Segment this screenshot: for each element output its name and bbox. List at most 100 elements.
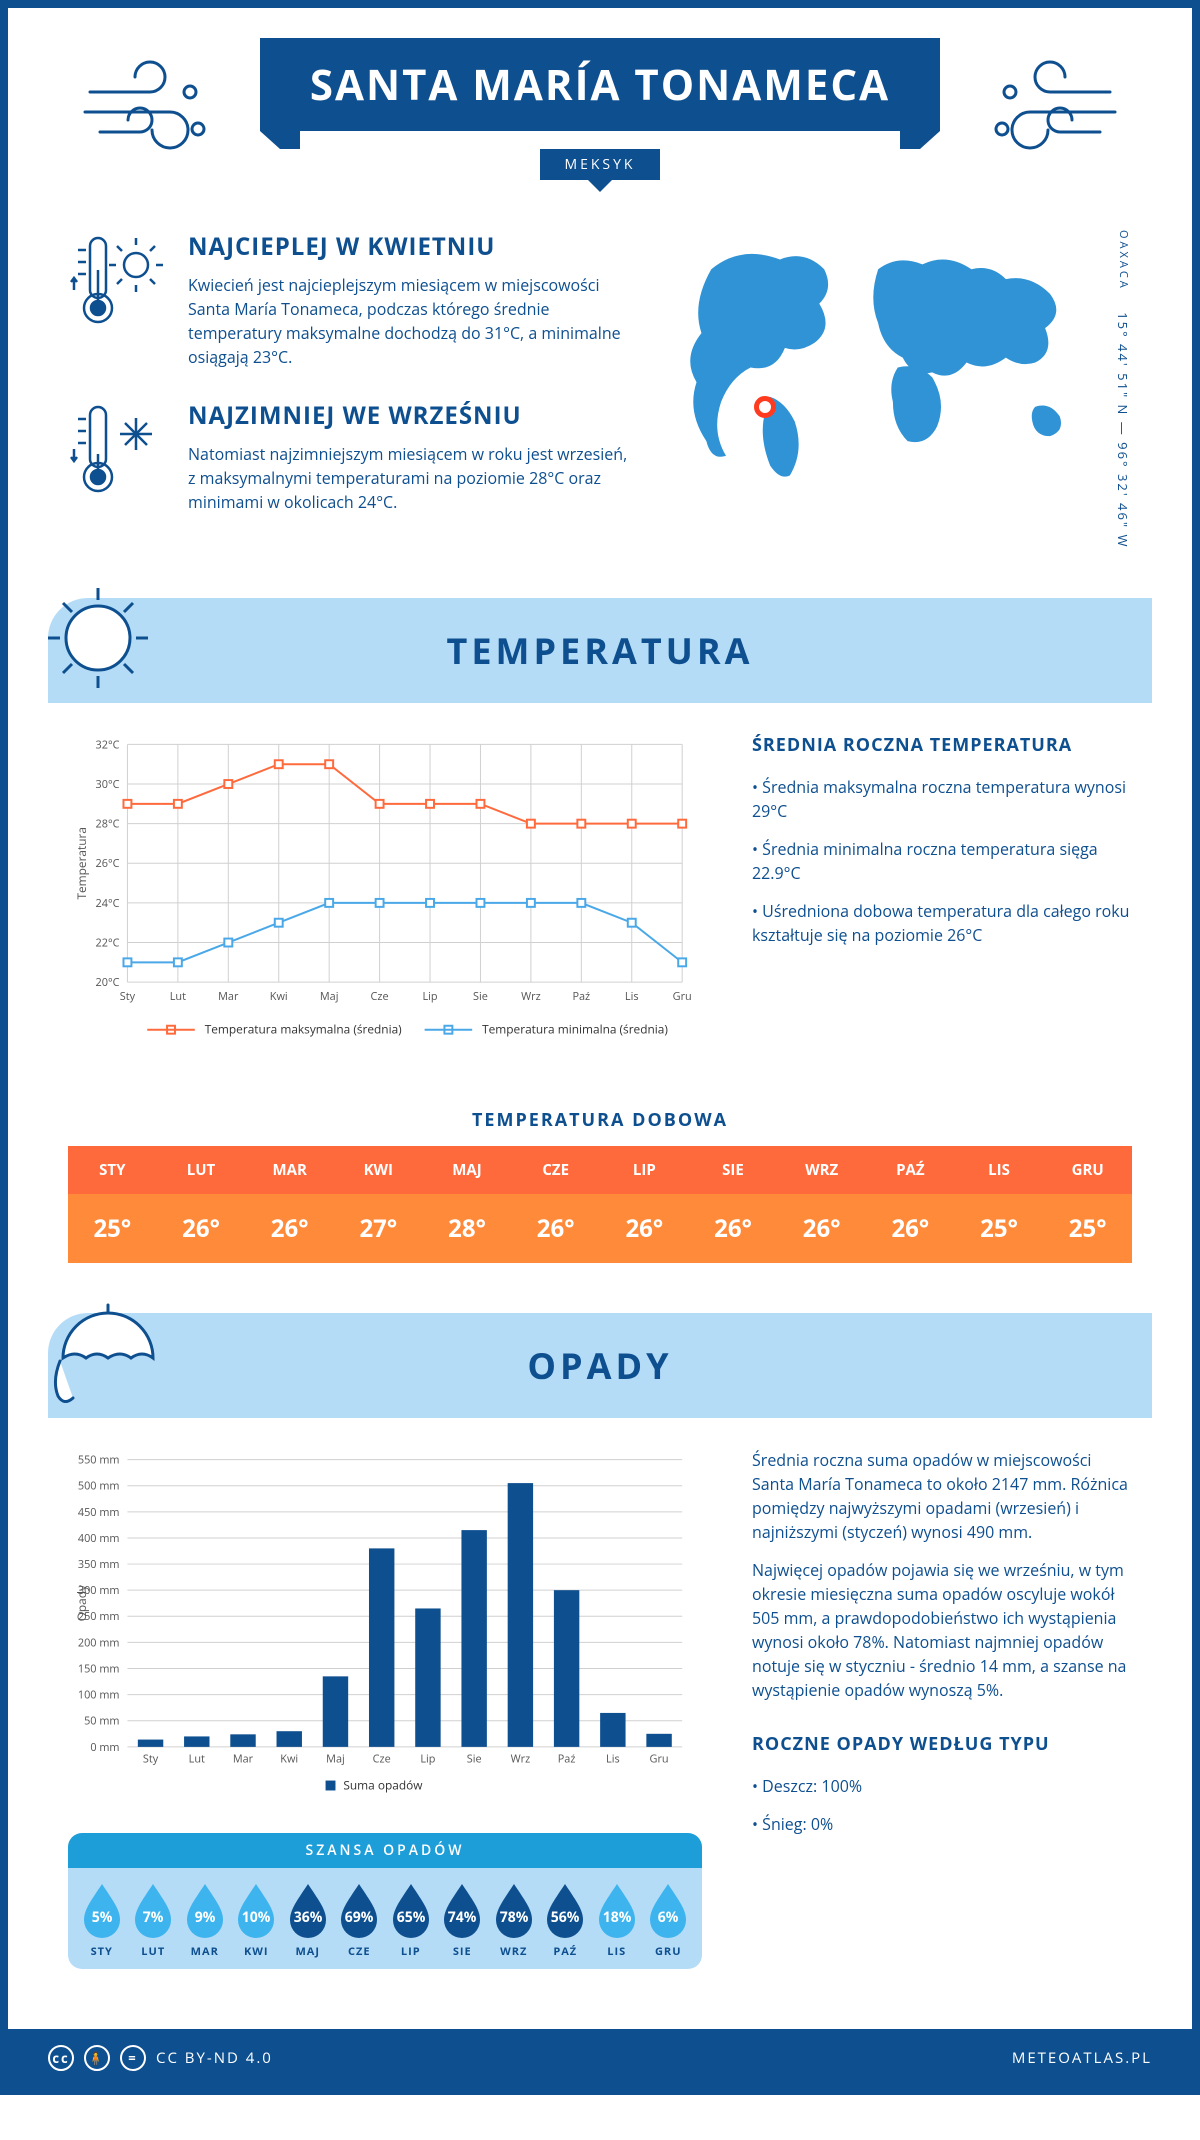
chance-title: SZANSA OPADÓW [68, 1833, 702, 1868]
precip-chance-box: SZANSA OPADÓW 5% STY 7% LUT 9% MAR 10% [68, 1833, 702, 1969]
svg-text:78%: 78% [499, 1908, 528, 1927]
precip-banner: OPADY [48, 1313, 1152, 1418]
sun-icon [38, 578, 158, 703]
svg-text:Sie: Sie [473, 989, 488, 1004]
svg-text:Mar: Mar [233, 1752, 254, 1767]
svg-text:28°C: 28°C [96, 817, 120, 832]
daily-value: 26° [866, 1194, 955, 1263]
license-text: CC BY-ND 4.0 [156, 2048, 273, 2068]
site-name: METEOATLAS.PL [1012, 2048, 1152, 2068]
wind-icon [980, 57, 1120, 162]
svg-text:5%: 5% [91, 1908, 112, 1927]
svg-text:Lip: Lip [420, 1752, 435, 1767]
svg-text:Paź: Paź [572, 989, 590, 1004]
header: SANTA MARÍA TONAMECA MEKSYK [8, 8, 1192, 190]
map-marker-icon [754, 396, 776, 418]
page-subtitle: MEKSYK [540, 149, 659, 180]
daily-header: KWI [334, 1146, 423, 1194]
chance-drop: 10% KWI [233, 1882, 281, 1959]
svg-text:Temperatura maksymalna (średni: Temperatura maksymalna (średnia) [205, 1022, 402, 1038]
svg-text:Temperatura: Temperatura [74, 827, 90, 900]
chance-drop: 6% GRU [645, 1882, 693, 1959]
svg-text:Paź: Paź [558, 1752, 576, 1767]
temp-bullet: • Uśredniona dobowa temperatura dla całe… [752, 899, 1132, 947]
svg-text:Lis: Lis [625, 989, 639, 1004]
svg-text:65%: 65% [396, 1908, 425, 1927]
daily-header: WRZ [777, 1146, 866, 1194]
svg-text:7%: 7% [143, 1908, 164, 1927]
svg-text:10%: 10% [242, 1908, 271, 1927]
precip-type-item: • Śnieg: 0% [752, 1812, 1132, 1836]
svg-text:Maj: Maj [320, 989, 339, 1004]
svg-text:Maj: Maj [326, 1752, 345, 1767]
daily-header: CZE [511, 1146, 600, 1194]
chance-drop: 78% WRZ [490, 1882, 538, 1959]
svg-text:Opady: Opady [74, 1586, 90, 1622]
precip-info: Średnia roczna suma opadów w miejscowośc… [752, 1448, 1132, 1969]
daily-header: STY [68, 1146, 157, 1194]
coldest-title: NAJZIMNIEJ WE WRZEŚNIU [188, 399, 632, 432]
longitude: 96° 32' 46" W [1114, 442, 1132, 548]
temperature-banner: TEMPERATURA [48, 598, 1152, 703]
daily-header: LIP [600, 1146, 689, 1194]
world-map [672, 230, 1104, 548]
daily-value: 25° [955, 1194, 1044, 1263]
svg-text:550 mm: 550 mm [78, 1453, 120, 1468]
svg-text:Mar: Mar [218, 989, 239, 1004]
temp-info-title: ŚREDNIA ROCZNA TEMPERATURA [752, 733, 1132, 757]
chance-drop: 36% MAJ [284, 1882, 332, 1959]
svg-text:Kwi: Kwi [270, 989, 288, 1004]
svg-text:Wrz: Wrz [521, 989, 541, 1004]
svg-text:Cze: Cze [371, 989, 389, 1004]
chance-drop: 56% PAŹ [542, 1882, 590, 1959]
precip-bar-chart: 0 mm50 mm100 mm150 mm200 mm250 mm300 mm3… [68, 1448, 702, 1813]
svg-text:Sty: Sty [120, 989, 136, 1004]
footer: cc 🧍 = CC BY-ND 4.0 METEOATLAS.PL [8, 2029, 1192, 2087]
precip-text: Średnia roczna suma opadów w miejscowośc… [752, 1448, 1132, 1544]
daily-temp-title: TEMPERATURA DOBOWA [8, 1108, 1192, 1132]
warmest-text: Kwiecień jest najcieplejszym miesiącem w… [188, 273, 632, 369]
svg-text:400 mm: 400 mm [78, 1531, 120, 1546]
svg-text:Temperatura minimalna (średnia: Temperatura minimalna (średnia) [482, 1022, 668, 1038]
daily-value: 26° [600, 1194, 689, 1263]
intro-section: NAJCIEPLEJ W KWIETNIU Kwiecień jest najc… [8, 190, 1192, 578]
svg-text:32°C: 32°C [96, 738, 120, 753]
svg-text:Lut: Lut [189, 1752, 205, 1767]
svg-text:Lut: Lut [170, 989, 186, 1004]
chance-drop: 18% LIS [593, 1882, 641, 1959]
svg-text:20°C: 20°C [96, 976, 120, 991]
daily-header: PAŹ [866, 1146, 955, 1194]
daily-value: 25° [68, 1194, 157, 1263]
svg-text:22°C: 22°C [96, 936, 120, 951]
svg-text:Sty: Sty [143, 1752, 159, 1767]
svg-text:Wrz: Wrz [511, 1752, 531, 1767]
temperature-info: ŚREDNIA ROCZNA TEMPERATURA • Średnia mak… [752, 733, 1132, 1058]
svg-text:500 mm: 500 mm [78, 1479, 120, 1494]
temperature-line-chart: 20°C22°C24°C26°C28°C30°C32°CStyLutMarKwi… [68, 733, 702, 1058]
daily-value: 26° [689, 1194, 778, 1263]
umbrella-icon [38, 1293, 158, 1418]
wind-icon [80, 57, 220, 162]
thermometer-hot-icon [68, 230, 168, 369]
chance-drop: 7% LUT [130, 1882, 178, 1959]
svg-text:Lip: Lip [422, 989, 437, 1004]
coldest-block: NAJZIMNIEJ WE WRZEŚNIU Natomiast najzimn… [68, 399, 632, 514]
svg-text:9%: 9% [194, 1908, 215, 1927]
chance-drop: 69% CZE [336, 1882, 384, 1959]
svg-text:100 mm: 100 mm [78, 1688, 120, 1703]
svg-text:74%: 74% [448, 1908, 477, 1927]
daily-header: MAJ [423, 1146, 512, 1194]
cc-icon: cc [48, 2045, 74, 2071]
svg-text:50 mm: 50 mm [84, 1714, 119, 1729]
svg-text:6%: 6% [658, 1908, 679, 1927]
temp-bullet: • Średnia maksymalna roczna temperatura … [752, 775, 1132, 823]
page-title: SANTA MARÍA TONAMECA [260, 38, 940, 131]
precip-type-item: • Deszcz: 100% [752, 1774, 1132, 1798]
nd-icon: = [120, 2045, 146, 2071]
coordinates: OAXACA 15° 44' 51" N — 96° 32' 46" W [1114, 230, 1132, 548]
svg-text:Gru: Gru [650, 1752, 669, 1767]
temp-bullet: • Średnia minimalna roczna temperatura s… [752, 837, 1132, 885]
svg-text:150 mm: 150 mm [78, 1662, 120, 1677]
daily-value: 26° [245, 1194, 334, 1263]
title-block: SANTA MARÍA TONAMECA MEKSYK [260, 38, 940, 180]
